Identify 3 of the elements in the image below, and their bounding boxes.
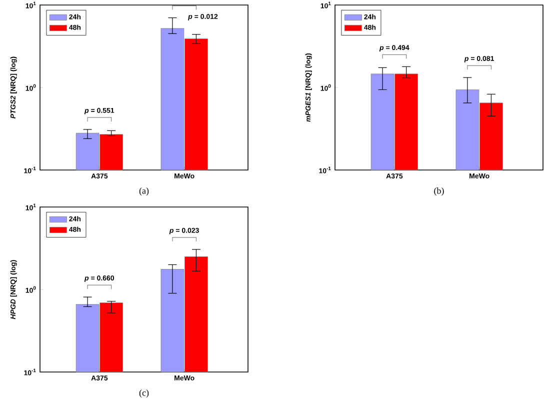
text: (a) — [139, 188, 149, 196]
text: (c) — [139, 390, 149, 398]
text: (b) — [434, 188, 444, 196]
